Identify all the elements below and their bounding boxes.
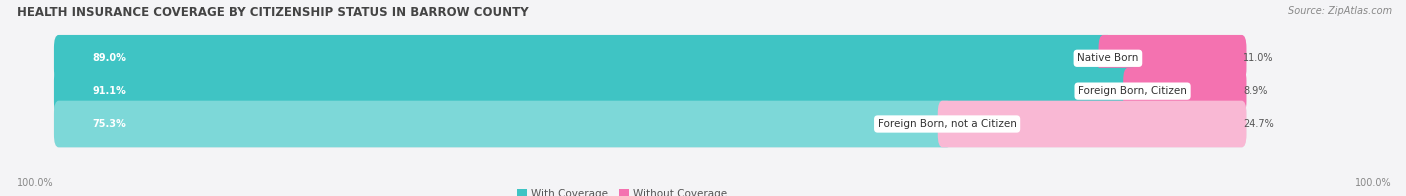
Text: 24.7%: 24.7%: [1243, 119, 1274, 129]
Text: 100.0%: 100.0%: [17, 178, 53, 188]
Text: Native Born: Native Born: [1077, 53, 1139, 63]
Text: 89.0%: 89.0%: [93, 53, 127, 63]
Text: 91.1%: 91.1%: [93, 86, 127, 96]
Text: 75.3%: 75.3%: [93, 119, 127, 129]
Legend: With Coverage, Without Coverage: With Coverage, Without Coverage: [513, 185, 731, 196]
FancyBboxPatch shape: [53, 68, 1247, 114]
FancyBboxPatch shape: [53, 35, 1112, 82]
FancyBboxPatch shape: [1123, 68, 1247, 114]
FancyBboxPatch shape: [53, 68, 1137, 114]
FancyBboxPatch shape: [53, 101, 952, 147]
Text: 8.9%: 8.9%: [1243, 86, 1267, 96]
Text: Foreign Born, not a Citizen: Foreign Born, not a Citizen: [877, 119, 1017, 129]
Text: 100.0%: 100.0%: [1355, 178, 1392, 188]
FancyBboxPatch shape: [1098, 35, 1247, 82]
Text: HEALTH INSURANCE COVERAGE BY CITIZENSHIP STATUS IN BARROW COUNTY: HEALTH INSURANCE COVERAGE BY CITIZENSHIP…: [17, 6, 529, 19]
Text: Foreign Born, Citizen: Foreign Born, Citizen: [1078, 86, 1187, 96]
FancyBboxPatch shape: [53, 101, 1247, 147]
Text: 11.0%: 11.0%: [1243, 53, 1274, 63]
FancyBboxPatch shape: [938, 101, 1247, 147]
Text: Source: ZipAtlas.com: Source: ZipAtlas.com: [1288, 6, 1392, 16]
FancyBboxPatch shape: [53, 35, 1247, 82]
